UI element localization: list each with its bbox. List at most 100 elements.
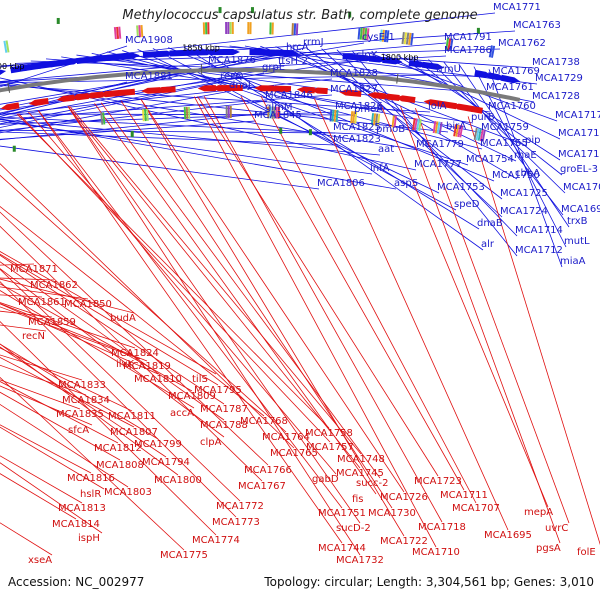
reverse-gene-label: tilS (192, 374, 208, 385)
reverse-gene-label: MCA1794 (142, 457, 190, 468)
forward-gene-label: cysE-1 (362, 32, 395, 43)
forward-leader-line (488, 69, 563, 268)
forward-gene-label: alr (481, 239, 495, 250)
reverse-gene-label: MCA1707 (452, 503, 500, 514)
reverse-gene-label: pgsA (536, 543, 561, 554)
forward-leader-line (0, 120, 373, 175)
reverse-gene-label: mepA (524, 507, 553, 518)
functional-category-block (410, 33, 414, 46)
reverse-gene-label: MCA1732 (336, 555, 384, 566)
reverse-gene-label: MCA1765 (270, 448, 318, 459)
gc-marker (12, 145, 16, 152)
reverse-gene-arrow (310, 87, 328, 95)
forward-gene-label: MCA1750 (492, 170, 540, 181)
forward-leader-line (0, 145, 320, 190)
forward-gene-label: MCA1823 (333, 134, 381, 145)
reverse-leader-line (0, 455, 83, 504)
reverse-gene-label: xseA (28, 555, 52, 566)
forward-leader-line (0, 120, 257, 140)
reverse-gene-label: MCA1788 (200, 420, 248, 431)
forward-leader-line (198, 46, 484, 251)
genome-stats-text: Topology: circular; Length: 3,304,561 bp… (264, 575, 594, 589)
reverse-leader-line (37, 110, 343, 509)
reverse-gene-label: uvrC (545, 523, 568, 534)
reverse-gene-arrow (423, 99, 447, 108)
reverse-leader-line (0, 211, 269, 466)
functional-category-block (231, 22, 234, 35)
reverse-leader-line (0, 403, 129, 488)
forward-gene-label: MCA1777 (414, 159, 462, 170)
functional-category-block (293, 23, 297, 36)
functional-category-block (205, 22, 208, 35)
functional-category-block (335, 109, 339, 122)
forward-gene-arrow (421, 61, 445, 70)
reverse-gene-label: MCA1744 (318, 543, 366, 554)
forward-leader-line (0, 77, 417, 171)
functional-category-block (225, 22, 228, 35)
reverse-leader-line (0, 251, 217, 375)
functional-category-block (481, 129, 486, 142)
forward-gene-label: pmoA (354, 104, 383, 115)
reverse-gene-label: folE (577, 547, 596, 558)
forward-leader-line (351, 50, 518, 257)
reverse-leader-line (0, 205, 265, 417)
reverse-leader-line (0, 346, 167, 458)
reverse-gene-label: MCA1787 (200, 404, 248, 415)
reverse-leader-line (0, 426, 105, 490)
gc-marker (308, 129, 312, 136)
forward-gene-arrow (500, 74, 521, 84)
reverse-leader-line (0, 253, 219, 386)
forward-gene-label: MCA1769 (492, 66, 540, 77)
functional-category-block (227, 22, 230, 35)
forward-leader-line (0, 42, 365, 105)
reverse-leader-line (240, 95, 465, 491)
reverse-gene-label: MCA1758 (305, 428, 353, 439)
functional-category-block (352, 111, 356, 124)
forward-gene-label: MCA1759 (481, 122, 529, 133)
tick-line (396, 73, 399, 84)
forward-leader-line (0, 100, 268, 132)
map-title: Methylococcus capsulatus str. Bath, comp… (122, 8, 478, 23)
forward-gene-label: clpX (356, 50, 378, 61)
functional-category-block (377, 113, 381, 126)
reverse-gene-arrow (211, 85, 232, 92)
forward-gene-label: hrcA (286, 42, 309, 53)
forward-gene-label: lolA (428, 101, 447, 112)
functional-category-block (329, 109, 333, 122)
functional-category-block (267, 106, 270, 119)
reverse-gene-arrow (296, 86, 315, 94)
forward-gene-label: MCA1763 (513, 20, 561, 31)
reverse-leader-line (0, 354, 83, 381)
forward-gene-label: speD (454, 199, 480, 210)
reverse-leader-line (0, 225, 263, 482)
functional-category-block (459, 125, 464, 138)
functional-category-block (102, 112, 106, 125)
gc-marker (250, 7, 254, 14)
reverse-gene-label: MCA1774 (192, 535, 240, 546)
reverse-gene-label: recN (22, 331, 45, 342)
reverse-leader-line (0, 281, 237, 518)
functional-category-block (138, 25, 142, 38)
forward-leader-line (412, 57, 563, 176)
forward-leader-line (0, 113, 357, 116)
reverse-gene-arrow (197, 85, 216, 92)
forward-gene-label: MCA1755 (480, 138, 528, 149)
functional-category-block (273, 106, 276, 119)
functional-category-block (381, 29, 385, 42)
reverse-leader-line (28, 111, 337, 475)
functional-category-block (412, 118, 416, 131)
functional-category-block (477, 128, 482, 141)
reverse-leader-line (197, 96, 439, 477)
forward-gene-label: dnaB (477, 218, 503, 229)
functional-category-block (375, 113, 379, 126)
forward-gene-label: MCA1728 (532, 91, 580, 102)
reverse-leader-line (203, 96, 443, 523)
reverse-gene-label: MCA1810 (134, 374, 182, 385)
forward-leader-line (152, 48, 457, 211)
functional-category-block (136, 25, 139, 38)
forward-gene-label: ftsH-2 (278, 56, 308, 67)
reverse-leader-line (0, 261, 225, 421)
forward-leader-line (0, 116, 379, 136)
reverse-leader-line (0, 278, 135, 314)
functional-category-block (386, 30, 390, 43)
